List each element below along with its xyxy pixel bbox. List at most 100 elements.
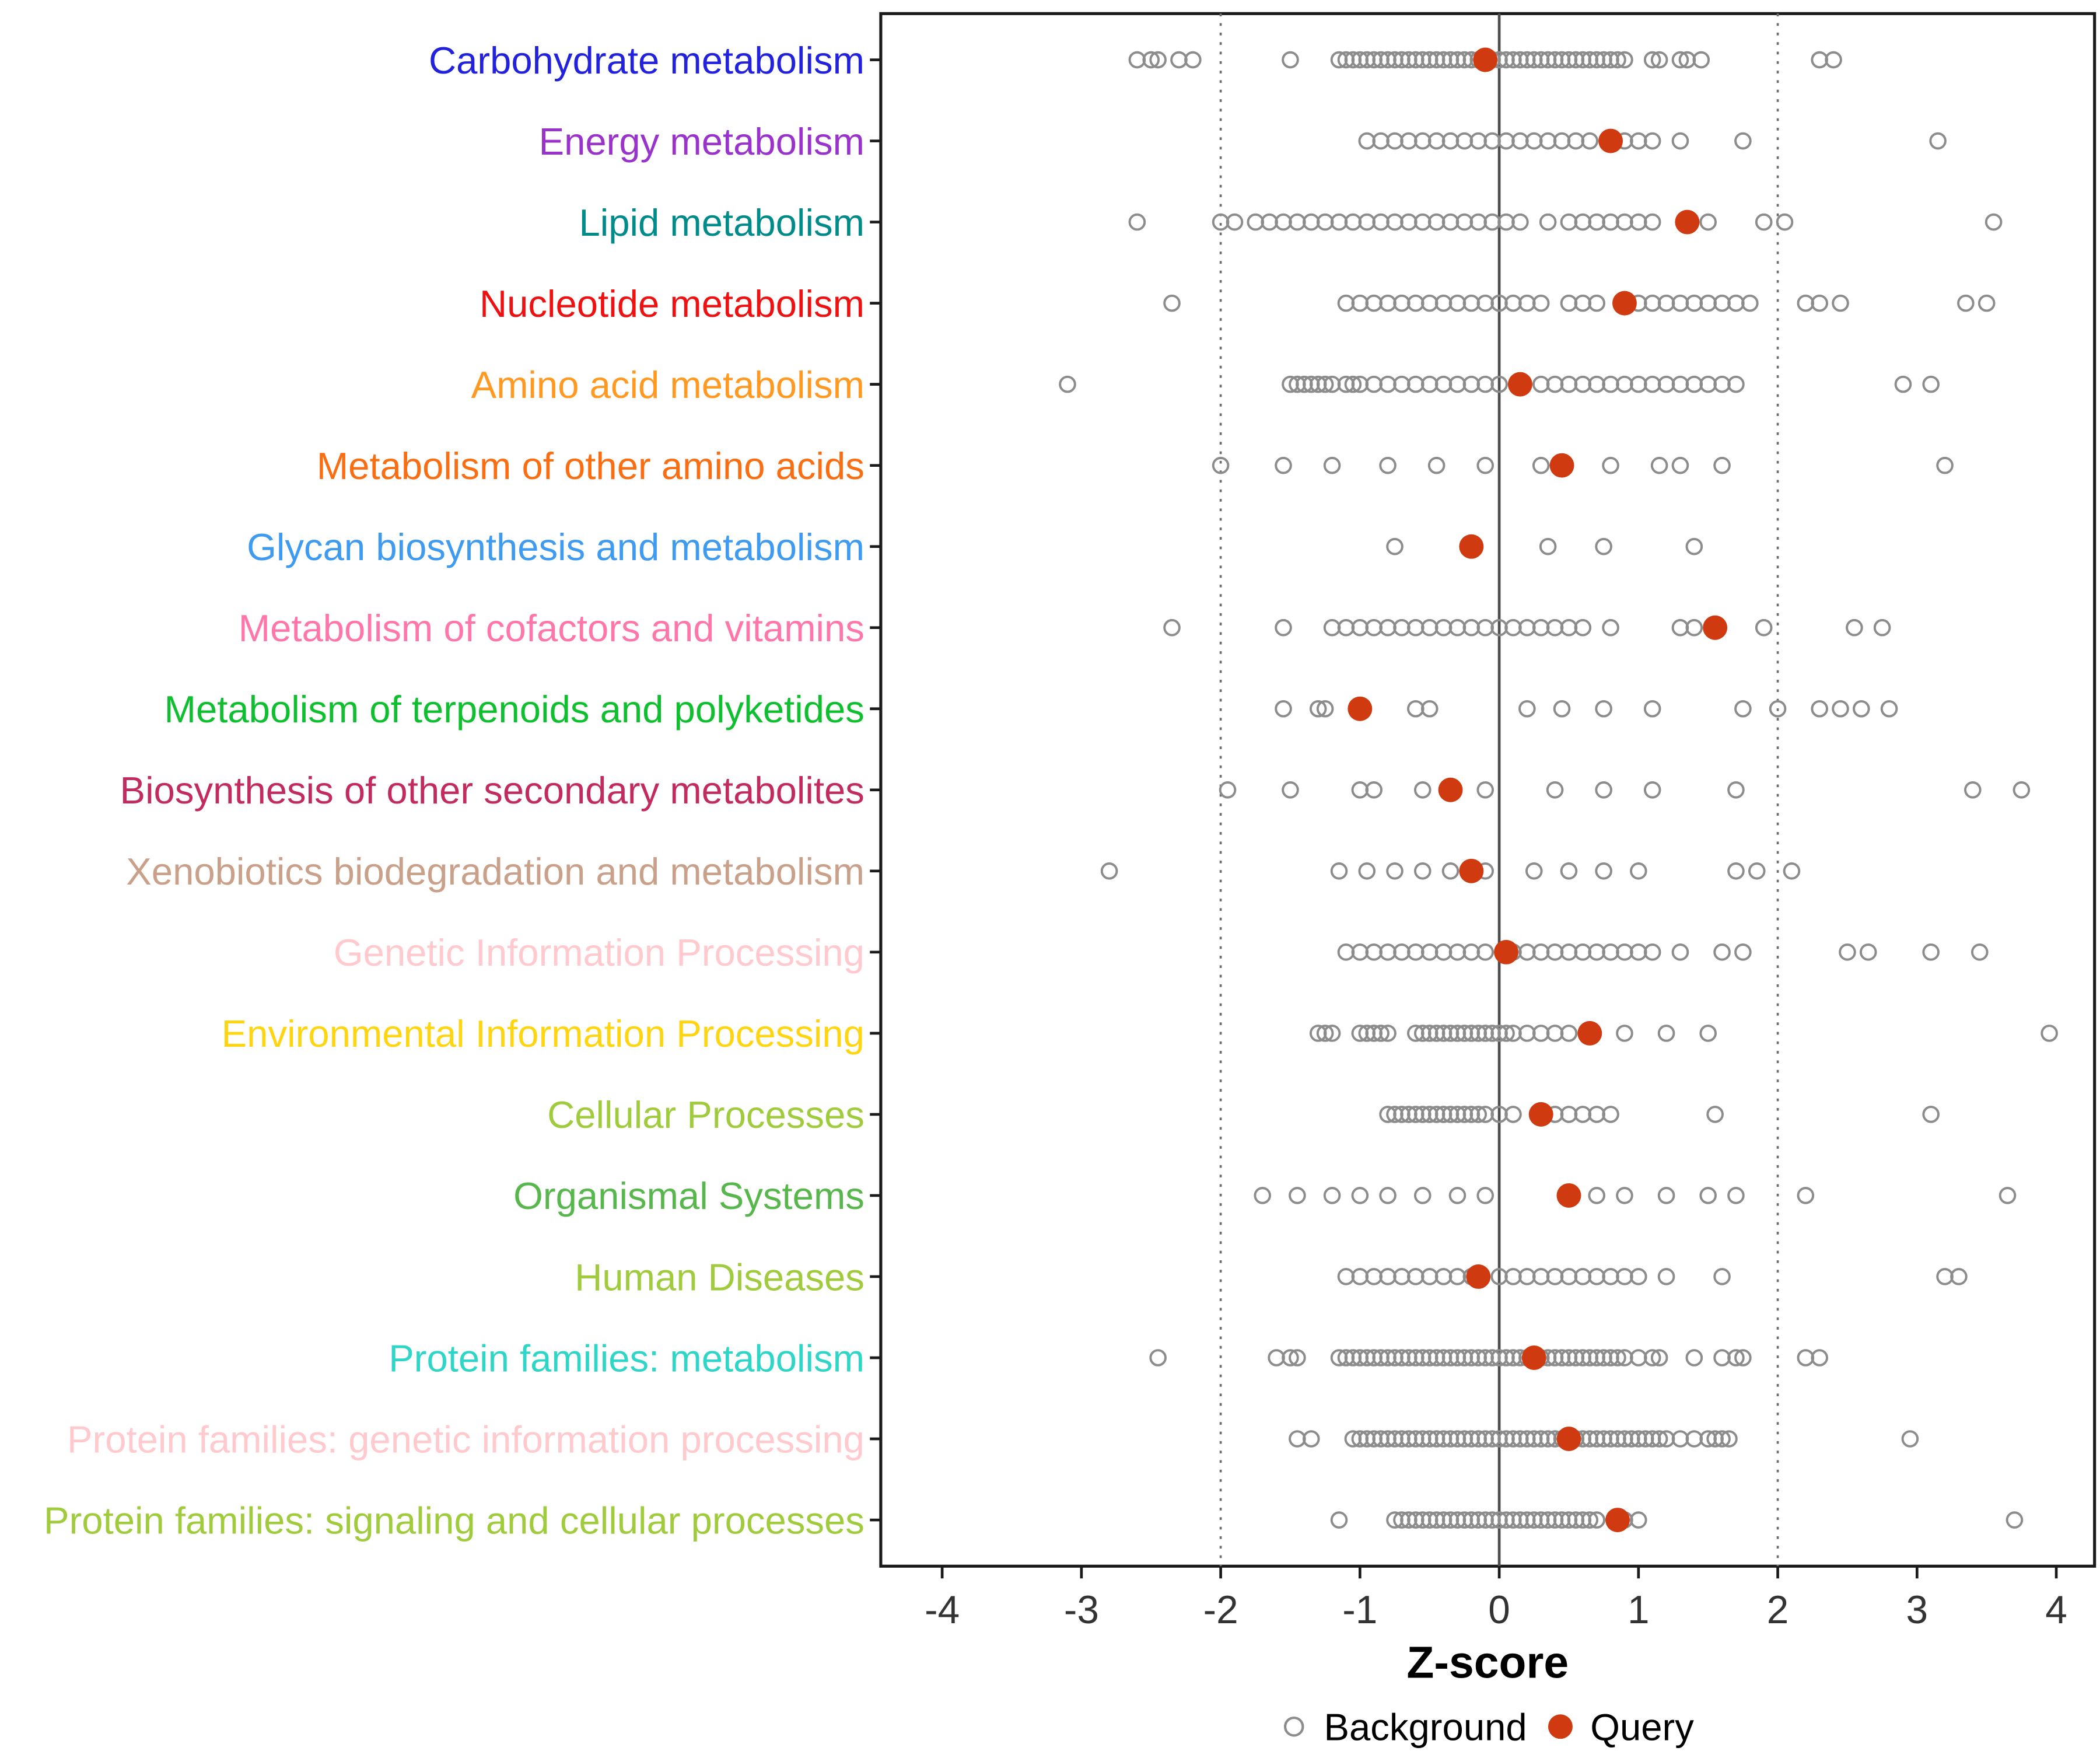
query-point [1605,1508,1630,1533]
background-point [1950,1268,1968,1285]
background-point [1532,294,1550,312]
background-point [1448,1187,1466,1204]
legend-background-label: Background [1324,1706,1527,1749]
background-point [1685,618,1703,637]
background-point [1894,375,1912,393]
background-point [1671,132,1689,150]
background-point [1699,1025,1717,1042]
x-tick-label: 1 [1628,1588,1650,1632]
background-point [1643,700,1661,718]
background-point [1490,375,1508,393]
background-point [1727,781,1745,799]
background-point [1832,294,1849,312]
background-point [1427,456,1446,474]
background-point [1316,700,1334,718]
background-point [1859,943,1877,961]
background-point [1936,456,1954,474]
x-tick-label: 2 [1767,1588,1789,1632]
background-point [1476,943,1494,961]
legend-query-icon [1548,1714,1573,1739]
query-point [1577,1020,1602,1046]
category-label: Glycan biosynthesis and metabolism [247,526,864,568]
background-point [1971,943,1989,961]
background-point [1344,375,1362,393]
background-point [1671,943,1689,961]
background-point [1755,618,1773,637]
x-tick-label: 4 [2045,1588,2067,1632]
background-point [1497,1025,1515,1042]
query-point [1494,939,1519,964]
background-point [1741,294,1759,312]
category-label: Cellular Processes [547,1093,864,1136]
background-point [1602,618,1619,637]
background-point [1504,1106,1522,1123]
background-point [1692,51,1710,69]
plot-border [879,12,2096,1568]
background-point [1282,781,1299,799]
background-point [1630,862,1647,880]
background-point [1588,1187,1606,1204]
background-point [1727,1187,1745,1204]
background-point [1595,700,1612,718]
background-point [1957,294,1975,312]
background-point [1142,51,1160,69]
background-point [1351,1187,1369,1204]
background-point [1149,1349,1167,1366]
query-point [1521,1345,1546,1370]
background-point [1323,456,1341,474]
background-point [1797,1187,1815,1204]
query-point [1612,291,1637,316]
background-point [1595,537,1612,555]
background-point [1379,1025,1396,1042]
background-point [1643,51,1661,69]
background-point [1420,700,1438,718]
category-label: Protein families: signaling and cellular… [44,1499,864,1542]
category-label: Xenobiotics biodegradation and metabolis… [126,850,864,893]
background-point [1316,375,1334,393]
background-point [1289,1187,1306,1204]
query-point [1703,615,1728,640]
background-point [1386,862,1404,880]
background-point [1588,1511,1606,1529]
background-point [1323,1187,1341,1204]
query-point [1459,858,1484,883]
query-point [1549,453,1574,478]
background-point [1776,213,1794,231]
background-point [1671,456,1689,474]
background-point [1706,1106,1724,1123]
background-point [1316,1025,1334,1042]
background-point [1630,1511,1647,1529]
background-point [1713,456,1731,474]
query-point [1598,128,1623,153]
background-point [1643,781,1661,799]
background-point [1581,1511,1599,1529]
background-point [1413,781,1432,799]
background-point [1289,1349,1306,1366]
background-point [1282,51,1299,69]
background-point [1964,781,1982,799]
category-label: Energy metabolism [539,120,864,163]
background-point [1873,618,1891,637]
background-point [1713,1430,1731,1448]
legend-background-icon [1284,1716,1304,1737]
background-point [1525,862,1543,880]
x-tick-label: 0 [1488,1588,1510,1632]
background-point [1149,51,1167,69]
background-point [1650,1430,1668,1448]
x-tick-label: -2 [1203,1588,1238,1632]
category-label: Biosynthesis of other secondary metaboli… [120,769,864,812]
background-point [1846,618,1863,637]
query-point [1556,1183,1581,1208]
background-point [1379,456,1396,474]
background-point [1595,862,1612,880]
category-label: Protein families: genetic information pr… [67,1418,864,1460]
background-point [1476,1187,1494,1204]
x-tick-label: -1 [1342,1588,1377,1632]
background-point [1643,943,1661,961]
background-point [1476,456,1494,474]
background-point [1282,1349,1299,1366]
category-label: Metabolism of terpenoids and polyketides [164,688,864,731]
background-point [1546,781,1564,799]
category-label: Protein families: metabolism [388,1337,864,1379]
